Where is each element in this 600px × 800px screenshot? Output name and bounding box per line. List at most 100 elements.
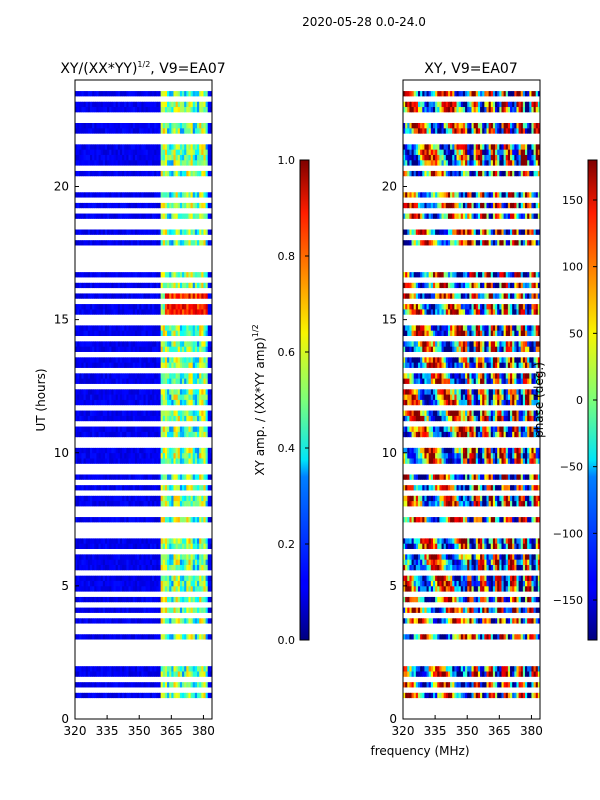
- amplitude-cell: [94, 601, 97, 608]
- amplitude-cell: [145, 697, 149, 704]
- amplitude-cell: [119, 585, 123, 592]
- amplitude-cell: [100, 655, 104, 661]
- amplitude-cell: [115, 628, 119, 635]
- amplitude-cell: [190, 628, 194, 635]
- amplitude-cell: [186, 676, 189, 683]
- amplitude-cell: [104, 580, 108, 587]
- amplitude-cell: [160, 644, 164, 651]
- amplitude-cell: [179, 660, 183, 667]
- amplitude-cell: [98, 628, 102, 635]
- amplitude-cell: [207, 692, 211, 699]
- amplitude-cell: [83, 607, 87, 613]
- amplitude-cell: [77, 649, 80, 656]
- amplitude-cell: [149, 633, 153, 640]
- amplitude-cell: [98, 687, 102, 693]
- amplitude-cell: [207, 660, 211, 667]
- amplitude-cell: [102, 601, 106, 608]
- amplitude-cell: [111, 633, 114, 640]
- amplitude-cell: [134, 697, 138, 704]
- amplitude-cell: [83, 665, 87, 672]
- amplitude-cell: [94, 623, 97, 629]
- amplitude-cell: [201, 692, 204, 699]
- amplitude-cell: [154, 617, 157, 624]
- amplitude-cell: [164, 713, 168, 720]
- amplitude-cell: [109, 713, 112, 720]
- amplitude-cell: [128, 681, 132, 688]
- amplitude-cell: [169, 703, 172, 709]
- amplitude-cell: [92, 633, 95, 640]
- amplitude-cell: [156, 687, 159, 693]
- amplitude-cell: [173, 703, 177, 709]
- amplitude-cell: [177, 697, 181, 704]
- amplitude-cell: [177, 703, 181, 709]
- amplitude-cell: [98, 692, 102, 699]
- amplitude-cell: [152, 644, 155, 651]
- amplitude-cell: [145, 681, 149, 688]
- amplitude-cell: [152, 591, 155, 597]
- amplitude-cell: [207, 671, 211, 677]
- amplitude-cell: [175, 607, 179, 613]
- amplitude-cell: [158, 601, 162, 608]
- amplitude-cell: [143, 623, 147, 629]
- amplitude-cell: [205, 697, 209, 704]
- amplitude-cell: [190, 649, 194, 656]
- amplitude-cell: [177, 639, 181, 645]
- amplitude-cell: [190, 713, 194, 720]
- amplitude-cell: [79, 697, 82, 704]
- amplitude-cell: [147, 649, 151, 656]
- amplitude-cell: [203, 687, 206, 693]
- amplitude-cell: [98, 596, 102, 603]
- amplitude-cell: [102, 697, 106, 704]
- amplitude-cell: [173, 623, 177, 629]
- amplitude-cell: [100, 617, 104, 624]
- amplitude-cell: [81, 644, 84, 651]
- amplitude-cell: [113, 585, 117, 592]
- amplitude-cell: [188, 644, 191, 651]
- amplitude-cell: [109, 644, 112, 651]
- amplitude-cell: [83, 649, 87, 656]
- amplitude-cell: [124, 617, 127, 624]
- amplitude-cell: [194, 697, 198, 704]
- amplitude-cell: [177, 623, 181, 629]
- amplitude-cell: [162, 585, 166, 592]
- amplitude-cell: [124, 665, 127, 672]
- amplitude-cell: [160, 681, 164, 688]
- amplitude-cell: [209, 596, 213, 603]
- amplitude-cell: [152, 639, 155, 645]
- amplitude-cell: [199, 649, 202, 656]
- amplitude-cell: [111, 697, 114, 704]
- amplitude-cell: [126, 639, 129, 645]
- amplitude-cell: [89, 617, 93, 624]
- amplitude-cell: [115, 623, 119, 629]
- amplitude-cell: [85, 612, 89, 619]
- amplitude-cell: [92, 591, 95, 597]
- amplitude-cell: [152, 692, 155, 699]
- amplitude-cell: [162, 607, 166, 613]
- amplitude-cell: [175, 687, 179, 693]
- amplitude-cell: [102, 703, 106, 709]
- amplitude-cell: [107, 655, 110, 661]
- amplitude-cell: [119, 697, 123, 704]
- amplitude-cell: [124, 687, 127, 693]
- amplitude-cell: [147, 617, 151, 624]
- amplitude-cell: [182, 708, 185, 715]
- amplitude-cell: [115, 713, 119, 720]
- amplitude-cell: [171, 655, 174, 661]
- amplitude-cell: [207, 713, 211, 720]
- amplitude-cell: [145, 713, 149, 720]
- amplitude-cell: [130, 697, 134, 704]
- amplitude-cell: [145, 591, 149, 597]
- amplitude-cell: [96, 660, 99, 667]
- amplitude-cell: [128, 596, 132, 603]
- amplitude-cell: [137, 623, 140, 629]
- amplitude-cell: [169, 692, 172, 699]
- amplitude-cell: [209, 665, 213, 672]
- amplitude-cell: [107, 633, 110, 640]
- amplitude-cell: [177, 671, 181, 677]
- amplitude-cell: [139, 655, 142, 661]
- amplitude-cell: [98, 671, 102, 677]
- amplitude-cell: [158, 585, 162, 592]
- amplitude-cell: [128, 687, 132, 693]
- amplitude-cell: [171, 665, 174, 672]
- amplitude-cell: [89, 607, 93, 613]
